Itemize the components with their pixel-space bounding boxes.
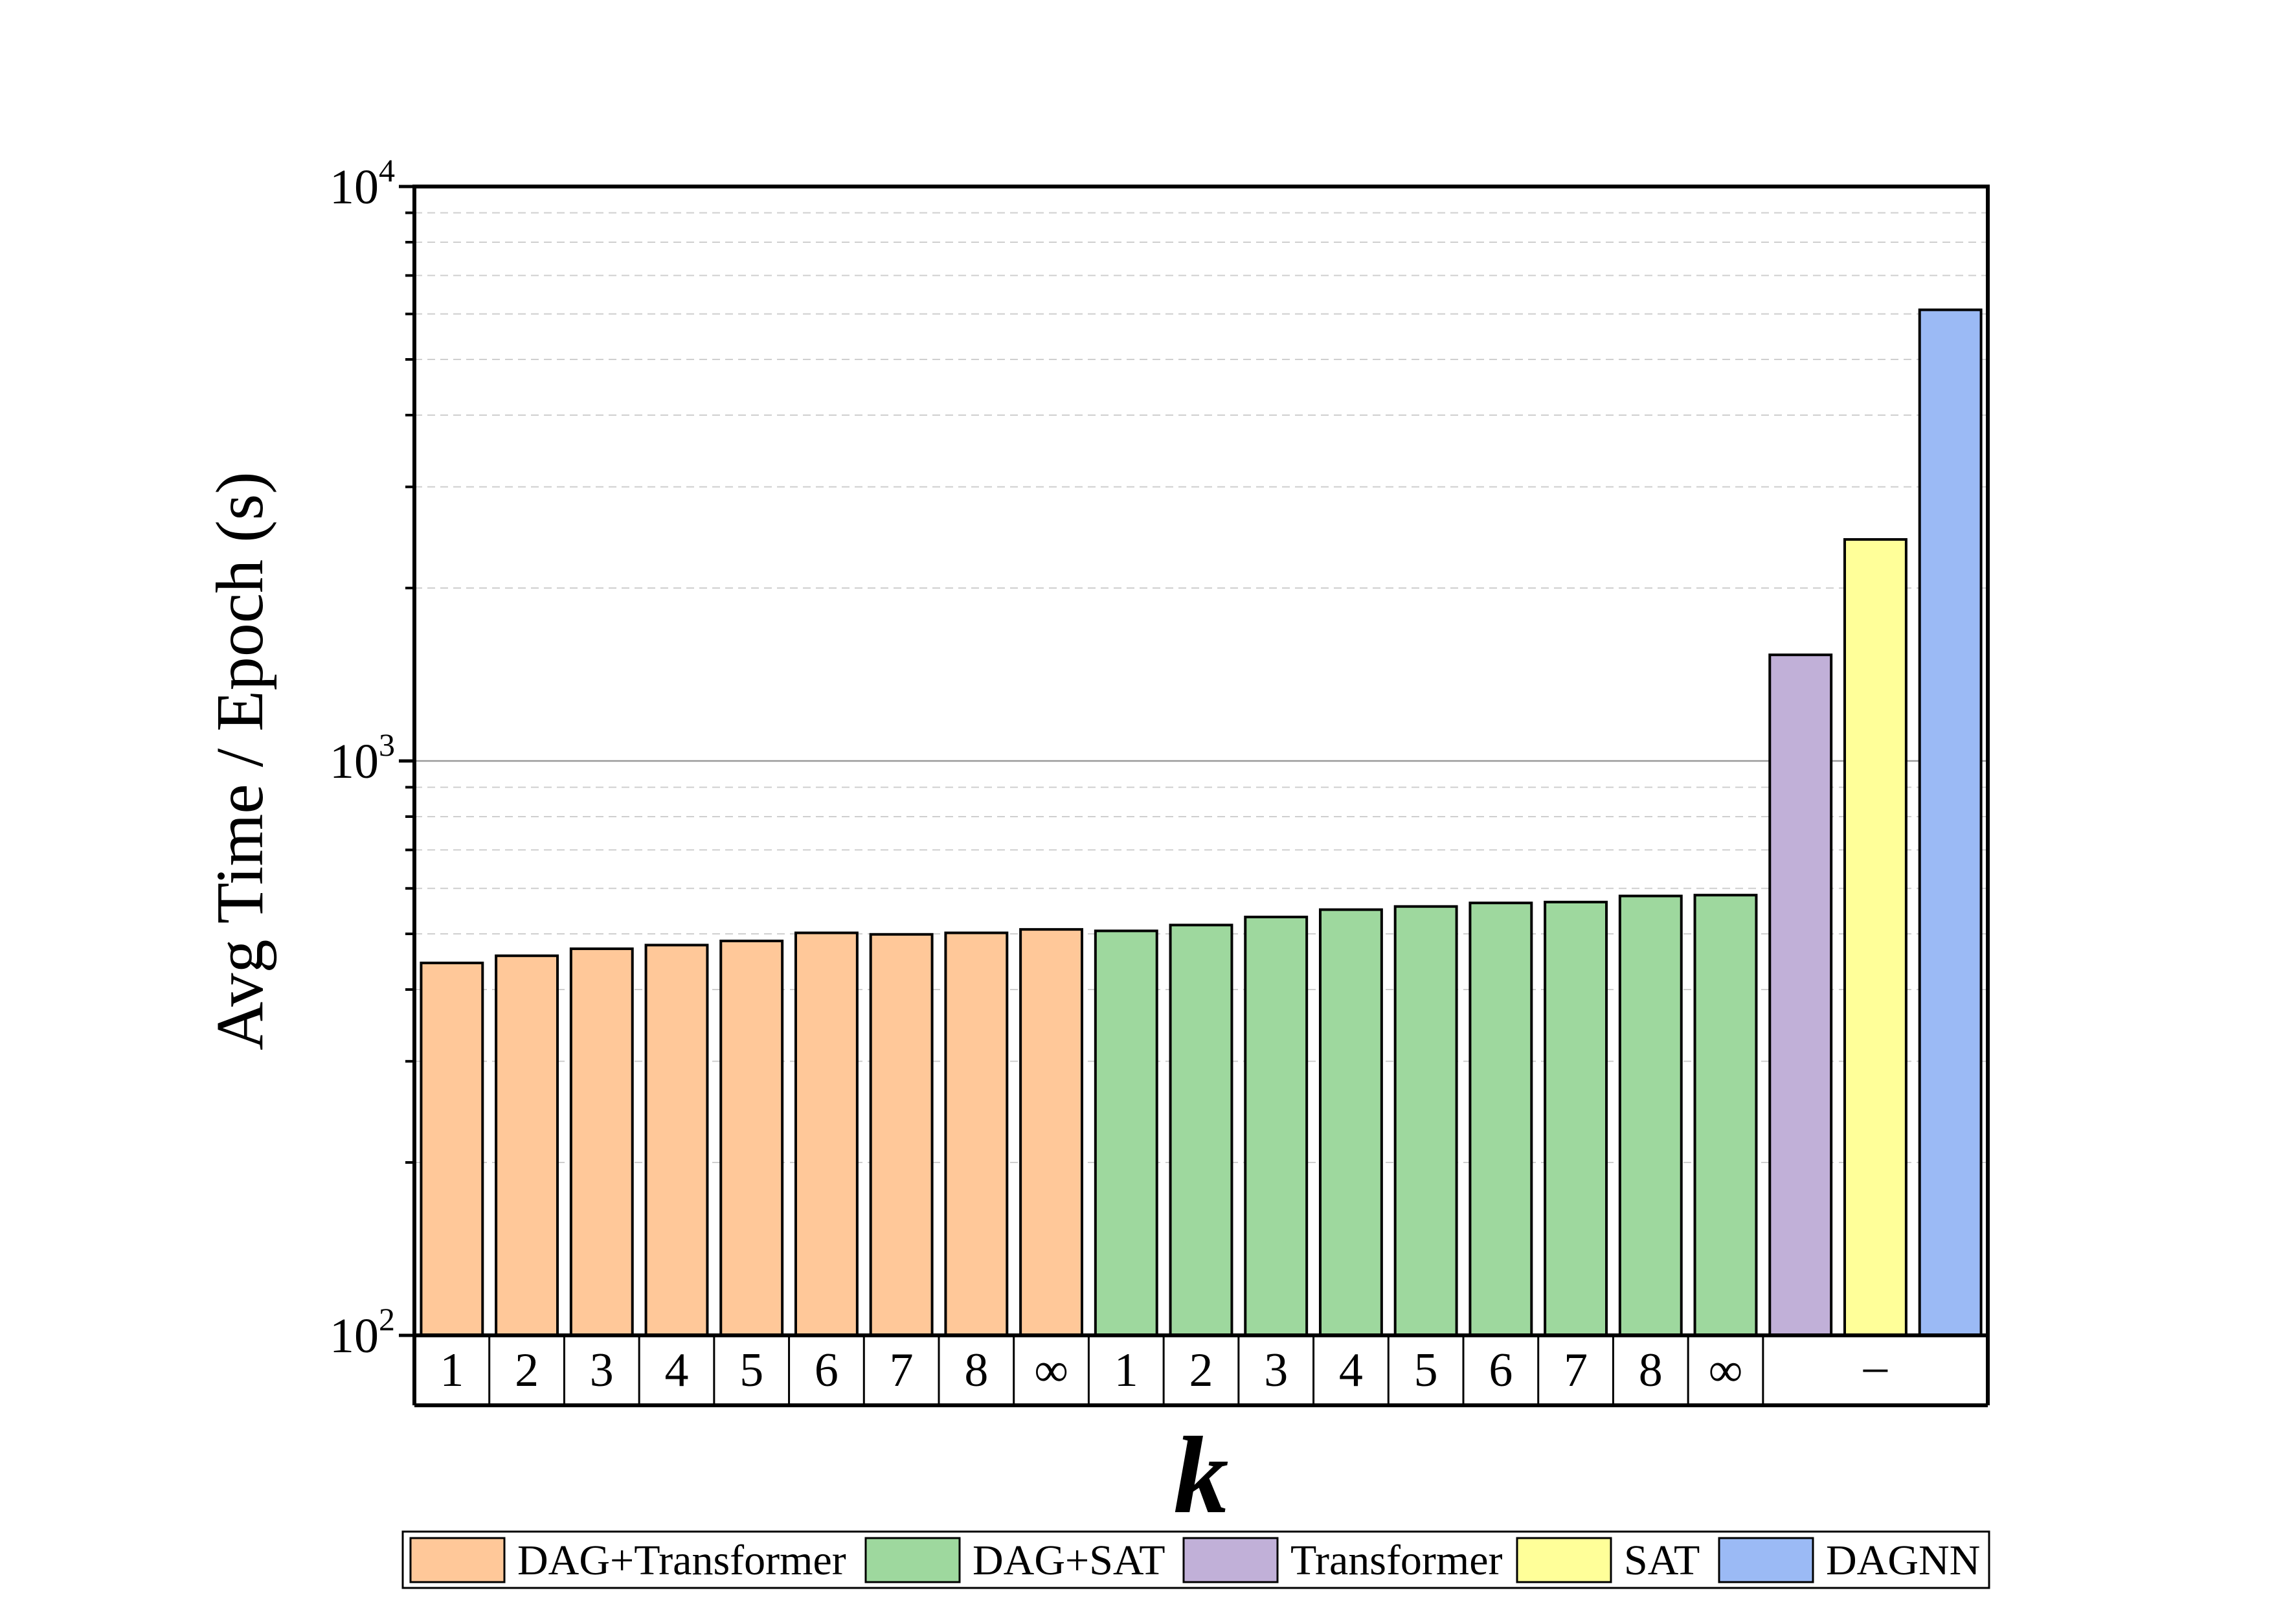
legend-swatch [864,1537,961,1583]
bar-dag-transformer [420,961,484,1337]
bar-dag-sat [1244,915,1309,1337]
legend-label: SAT [1624,1537,1700,1584]
bar-dagnn [1918,308,1983,1337]
y-tick-label: 104 [330,152,395,214]
bar-dag-sat [1169,923,1233,1337]
bar-dag-sat [1618,894,1683,1337]
legend-label: DAGNN [1826,1537,1980,1584]
legend-swatch [409,1537,506,1583]
bar-dag-transformer [644,944,709,1337]
x-tick-label: 5 [739,1344,763,1397]
y-axis-ticks: 102 103 104 [330,152,414,1363]
bar-dag-transformer [1019,928,1084,1337]
x-tick-label: 6 [1489,1344,1513,1397]
x-tick-label: – [1863,1340,1888,1393]
x-tick-label: 8 [1639,1344,1663,1397]
y-tick-label: 102 [330,1301,395,1363]
bars [420,308,1983,1337]
bar-dag-sat [1469,901,1533,1337]
bar-sat [1843,538,1908,1337]
bar-dag-sat [1318,908,1383,1337]
legend-swatch [1516,1537,1612,1583]
x-tick-label: 1 [1114,1344,1138,1397]
x-axis-label: k [1174,1414,1229,1536]
legend: DAG+Transformer DAG+SAT Transformer SAT DAGN… [401,1530,1990,1589]
x-tick-label: 4 [665,1344,689,1397]
bar-dag-transformer [719,939,784,1337]
x-tick-label: 8 [964,1344,988,1397]
legend-label: DAG+SAT [973,1537,1165,1584]
legend-swatch [1718,1537,1814,1583]
bar-dag-sat [1393,905,1458,1337]
bar-dag-transformer [495,954,559,1337]
legend-label: DAG+Transformer [517,1537,846,1584]
bar-dag-transformer [869,933,934,1337]
bar-dag-transformer [569,947,634,1337]
x-tick-label: 3 [1264,1344,1288,1397]
bar-transformer [1768,653,1833,1337]
x-tick-label: 5 [1414,1344,1438,1397]
legend-label: Transformer [1290,1537,1503,1584]
y-axis-label: Avg Time / Epoch (s) [203,471,277,1050]
x-tick-label: 1 [440,1344,464,1397]
legend-swatch [1182,1537,1279,1583]
x-tick-label: 4 [1339,1344,1363,1397]
x-tick-label: ∞ [1034,1344,1068,1397]
x-tick-label: 7 [890,1344,914,1397]
y-tick-label: 103 [330,727,395,789]
x-tick-label: 7 [1564,1344,1588,1397]
x-tick-label: 3 [590,1344,614,1397]
x-tick-label: 6 [815,1344,838,1397]
x-tick-label: 2 [1189,1344,1213,1397]
bar-dag-sat [1094,929,1158,1337]
x-tick-label: ∞ [1709,1344,1743,1397]
bar-dag-sat [1544,900,1608,1337]
x-tick-label: 2 [515,1344,539,1397]
bar-dag-transformer [944,931,1009,1337]
bar-dag-sat [1693,894,1758,1337]
category-row: 1 2 3 4 5 6 7 8 ∞ 1 2 3 4 5 6 7 8 ∞ – [412,1335,1990,1407]
bar-dag-transformer [794,931,859,1337]
